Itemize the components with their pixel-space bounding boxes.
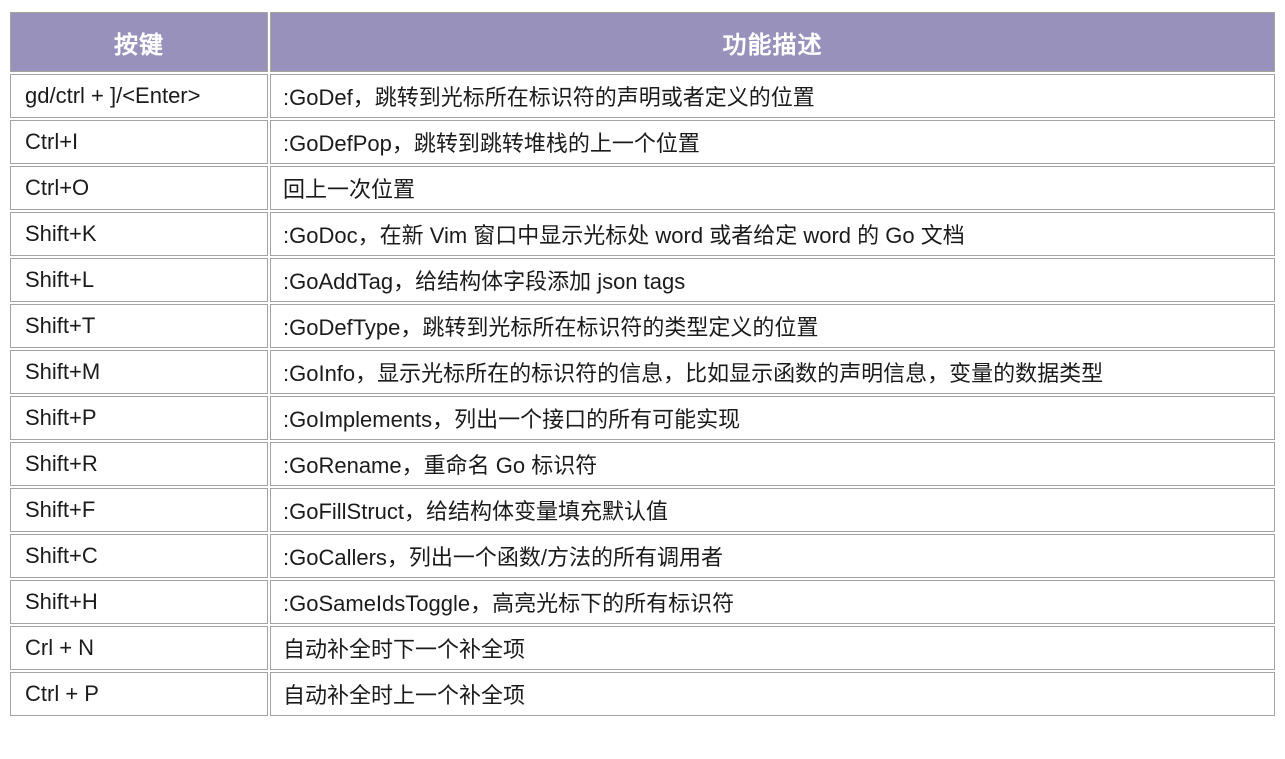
description-cell: :GoAddTag，给结构体字段添加 json tags bbox=[270, 258, 1275, 302]
table-row: Ctrl+O 回上一次位置 bbox=[10, 166, 1275, 210]
table-row: Shift+H:GoSameIdsToggle，高亮光标下的所有标识符 bbox=[10, 580, 1275, 624]
key-cell: Shift+T bbox=[10, 304, 268, 348]
description-cell: :GoSameIdsToggle，高亮光标下的所有标识符 bbox=[270, 580, 1275, 624]
description-cell: :GoDef，跳转到光标所在标识符的声明或者定义的位置 bbox=[270, 74, 1275, 118]
header-row: 按键 功能描述 bbox=[10, 12, 1275, 72]
key-cell: gd/ctrl + ]/<Enter> bbox=[10, 74, 268, 118]
shortcut-table: 按键 功能描述 gd/ctrl + ]/<Enter>:GoDef，跳转到光标所… bbox=[8, 10, 1277, 718]
table-row: Shift+L:GoAddTag，给结构体字段添加 json tags bbox=[10, 258, 1275, 302]
key-cell: Shift+M bbox=[10, 350, 268, 394]
table-row: gd/ctrl + ]/<Enter>:GoDef，跳转到光标所在标识符的声明或… bbox=[10, 74, 1275, 118]
table-row: Shift+F:GoFillStruct，给结构体变量填充默认值 bbox=[10, 488, 1275, 532]
table-row: Ctrl+I:GoDefPop，跳转到跳转堆栈的上一个位置 bbox=[10, 120, 1275, 164]
key-cell: Ctrl+O bbox=[10, 166, 268, 210]
description-cell: :GoDefType，跳转到光标所在标识符的类型定义的位置 bbox=[270, 304, 1275, 348]
table-row: Ctrl + P 自动补全时上一个补全项 bbox=[10, 672, 1275, 716]
description-cell: :GoFillStruct，给结构体变量填充默认值 bbox=[270, 488, 1275, 532]
table-row: Shift+C:GoCallers，列出一个函数/方法的所有调用者 bbox=[10, 534, 1275, 578]
key-cell: Shift+C bbox=[10, 534, 268, 578]
table-row: Shift+M:GoInfo，显示光标所在的标识符的信息，比如显示函数的声明信息… bbox=[10, 350, 1275, 394]
key-cell: Shift+L bbox=[10, 258, 268, 302]
description-cell: :GoDefPop，跳转到跳转堆栈的上一个位置 bbox=[270, 120, 1275, 164]
key-cell: Shift+P bbox=[10, 396, 268, 440]
description-cell: :GoInfo，显示光标所在的标识符的信息，比如显示函数的声明信息，变量的数据类… bbox=[270, 350, 1275, 394]
table-row: Shift+P:GoImplements，列出一个接口的所有可能实现 bbox=[10, 396, 1275, 440]
table-row: Shift+T:GoDefType，跳转到光标所在标识符的类型定义的位置 bbox=[10, 304, 1275, 348]
description-cell: 自动补全时上一个补全项 bbox=[270, 672, 1275, 716]
description-cell: 回上一次位置 bbox=[270, 166, 1275, 210]
table-row: Shift+R:GoRename，重命名 Go 标识符 bbox=[10, 442, 1275, 486]
key-cell: Shift+H bbox=[10, 580, 268, 624]
header-key: 按键 bbox=[10, 12, 268, 72]
key-cell: Crl + N bbox=[10, 626, 268, 670]
table-row: Crl + N 自动补全时下一个补全项 bbox=[10, 626, 1275, 670]
description-cell: :GoDoc，在新 Vim 窗口中显示光标处 word 或者给定 word 的 … bbox=[270, 212, 1275, 256]
table-row: Shift+K:GoDoc，在新 Vim 窗口中显示光标处 word 或者给定 … bbox=[10, 212, 1275, 256]
key-cell: Shift+F bbox=[10, 488, 268, 532]
description-cell: :GoCallers，列出一个函数/方法的所有调用者 bbox=[270, 534, 1275, 578]
key-cell: Ctrl + P bbox=[10, 672, 268, 716]
description-cell: :GoImplements，列出一个接口的所有可能实现 bbox=[270, 396, 1275, 440]
header-description: 功能描述 bbox=[270, 12, 1275, 72]
key-cell: Shift+R bbox=[10, 442, 268, 486]
description-cell: :GoRename，重命名 Go 标识符 bbox=[270, 442, 1275, 486]
key-cell: Shift+K bbox=[10, 212, 268, 256]
description-cell: 自动补全时下一个补全项 bbox=[270, 626, 1275, 670]
key-cell: Ctrl+I bbox=[10, 120, 268, 164]
table-body: gd/ctrl + ]/<Enter>:GoDef，跳转到光标所在标识符的声明或… bbox=[10, 74, 1275, 716]
